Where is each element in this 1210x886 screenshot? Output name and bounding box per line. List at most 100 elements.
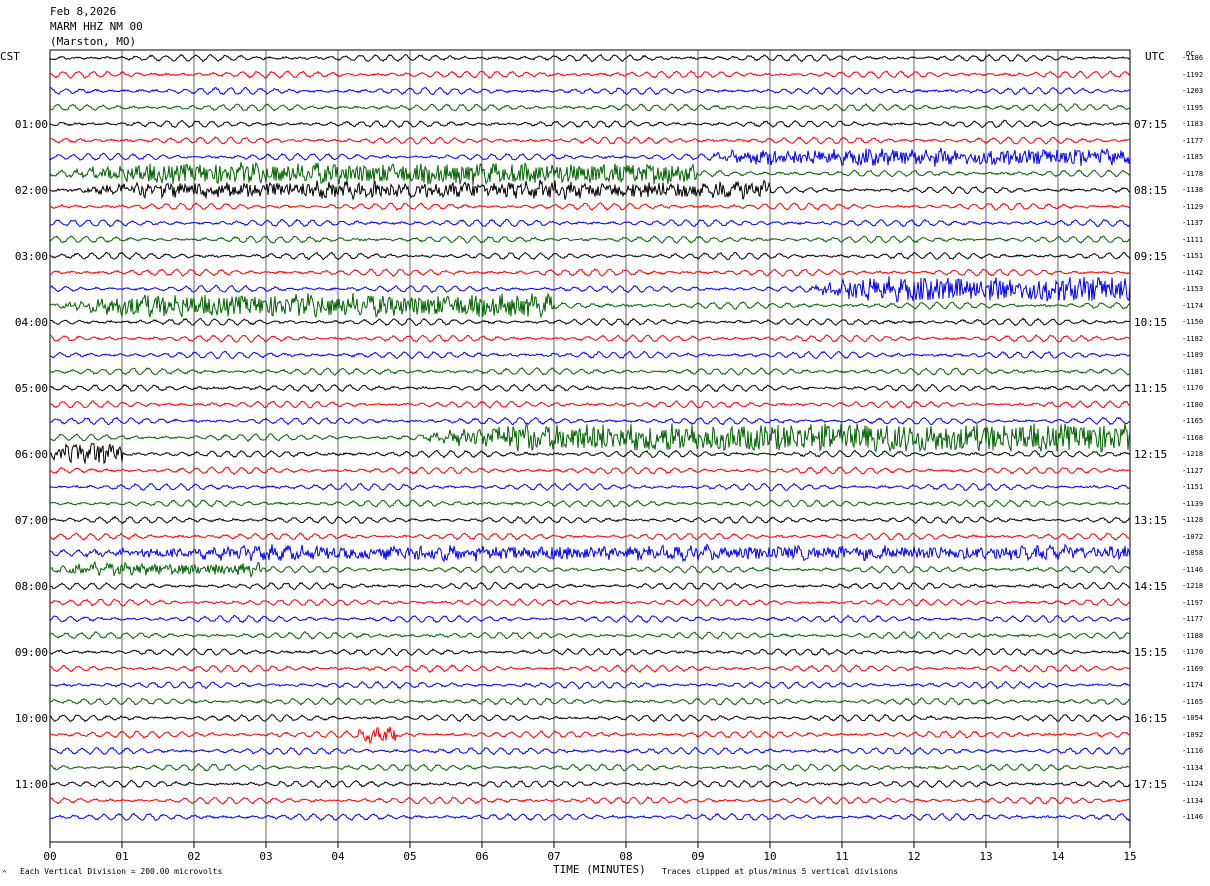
trace-row-34	[49, 614, 1131, 624]
dc-offset-row-29: -1072	[1182, 532, 1204, 541]
utc-label-09:15: 09:15	[1134, 250, 1168, 263]
x-tick-label-03: 03	[259, 850, 273, 863]
trace-row-46	[49, 812, 1131, 822]
cst-label-09:00: 09:00	[14, 646, 48, 659]
dc-offset-row-46: -1146	[1182, 813, 1204, 821]
utc-header: UTC	[1145, 50, 1165, 63]
trace-row-1	[49, 70, 1131, 80]
trace-row-27	[49, 499, 1131, 508]
cst-label-05:00: 05:00	[14, 382, 48, 395]
dc-offset-row-34: -1177	[1182, 615, 1204, 623]
clip-note: Traces clipped at plus/minus 5 vertical …	[662, 867, 899, 876]
dc-offset-row-39: -1165	[1182, 697, 1204, 706]
x-tick-label-02: 02	[187, 850, 201, 863]
dc-offset-row-27: -1139	[1182, 499, 1204, 508]
trace-row-7	[49, 161, 1131, 186]
trace-row-19	[49, 367, 1131, 376]
utc-label-14:15: 14:15	[1134, 580, 1168, 593]
cst-label-02:00: 02:00	[14, 184, 48, 197]
dc-offset-row-45: -1134	[1182, 796, 1204, 805]
scale-note: Each Vertical Division = 200.00 microvol…	[20, 867, 223, 876]
dc-offset-row-6: -1185	[1182, 153, 1204, 161]
trace-row-45	[49, 796, 1131, 805]
dc-offset-row-23: -1168	[1182, 433, 1204, 442]
cst-label-06:00: 06:00	[14, 448, 48, 461]
dc-offset-row-19: -1181	[1182, 367, 1204, 376]
x-tick-label-07: 07	[547, 850, 561, 863]
dc-offset-row-25: -1127	[1182, 466, 1204, 475]
dc-offset-row-18: -1189	[1182, 351, 1204, 359]
trace-row-36	[49, 647, 1131, 657]
trace-row-2	[49, 86, 1130, 96]
trace-row-43	[49, 763, 1131, 772]
dc-offset-row-26: -1151	[1182, 483, 1204, 491]
utc-label-07:15: 07:15	[1134, 118, 1168, 131]
dc-offset-row-22: -1165	[1182, 417, 1204, 425]
trace-row-12	[49, 251, 1131, 261]
utc-label-15:15: 15:15	[1134, 646, 1168, 659]
dc-offset-row-15: -1174	[1182, 301, 1204, 310]
trace-row-23	[49, 423, 1131, 454]
trace-row-25	[49, 466, 1131, 476]
x-tick-label-10: 10	[763, 850, 777, 863]
trace-row-3	[49, 103, 1131, 112]
utc-label-13:15: 13:15	[1134, 514, 1168, 527]
utc-label-12:15: 12:15	[1134, 448, 1168, 461]
x-tick-label-09: 09	[691, 850, 705, 863]
trace-row-30	[49, 543, 1131, 563]
dc-header: DC	[1186, 50, 1195, 58]
dc-offset-row-20: -1170	[1182, 384, 1204, 392]
station-id: MARM HHZ NM 00	[50, 20, 143, 33]
trace-row-29	[50, 532, 1131, 542]
dc-offset-row-32: -1218	[1182, 582, 1204, 590]
cst-label-04:00: 04:00	[14, 316, 48, 329]
dc-offset-row-2: -1203	[1182, 87, 1204, 95]
dc-offset-row-1: -1192	[1182, 70, 1204, 79]
dc-offset-row-33: -1197	[1182, 598, 1204, 607]
trace-row-8	[49, 179, 1131, 201]
dc-offset-row-43: -1134	[1182, 763, 1204, 772]
utc-label-08:15: 08:15	[1134, 184, 1168, 197]
utc-label-16:15: 16:15	[1134, 712, 1168, 725]
trace-row-31	[49, 560, 1131, 579]
utc-label-11:15: 11:15	[1134, 382, 1168, 395]
trace-row-9	[49, 202, 1131, 212]
dc-offset-row-5: -1177	[1182, 136, 1204, 145]
station-location: (Marston, MO)	[50, 35, 137, 48]
trace-row-0	[49, 53, 1131, 63]
utc-label-10:15: 10:15	[1134, 316, 1168, 329]
trace-row-35	[49, 631, 1131, 640]
trace-row-6	[49, 147, 1131, 167]
x-tick-label-01: 01	[115, 850, 129, 863]
dc-offset-row-13: -1142	[1182, 268, 1204, 277]
dc-offset-row-30: -1058	[1182, 549, 1204, 557]
trace-row-39	[49, 697, 1131, 706]
dc-offset-row-21: -1180	[1182, 400, 1204, 409]
dc-offset-row-4: -1183	[1182, 120, 1204, 128]
trace-row-38	[49, 680, 1131, 690]
dc-offset-row-24: -1218	[1182, 450, 1204, 458]
cst-label-07:00: 07:00	[14, 514, 48, 527]
x-tick-label-08: 08	[619, 850, 633, 863]
trace-row-32	[49, 581, 1131, 591]
dc-offset-row-31: -1146	[1182, 565, 1204, 574]
dc-offset-row-37: -1169	[1182, 664, 1204, 673]
dc-offset-row-41: -1092	[1182, 730, 1204, 739]
x-tick-label-14: 14	[1051, 850, 1065, 863]
trace-row-18	[49, 350, 1131, 360]
trace-row-44	[49, 779, 1131, 789]
dc-offset-row-38: -1174	[1182, 681, 1204, 689]
trace-row-15	[49, 292, 1131, 319]
x-tick-label-05: 05	[403, 850, 417, 863]
x-tick-label-11: 11	[835, 850, 849, 863]
cst-label-08:00: 08:00	[14, 580, 48, 593]
dc-offset-row-8: -1138	[1182, 186, 1204, 194]
plot-date: Feb 8,2026	[50, 5, 117, 18]
trace-row-41	[49, 726, 1131, 745]
trace-row-22	[49, 416, 1131, 426]
trace-row-16	[49, 317, 1131, 327]
dc-offset-row-12: -1151	[1182, 252, 1204, 260]
dc-offset-row-44: -1124	[1182, 780, 1204, 788]
cst-label-11:00: 11:00	[14, 778, 48, 791]
